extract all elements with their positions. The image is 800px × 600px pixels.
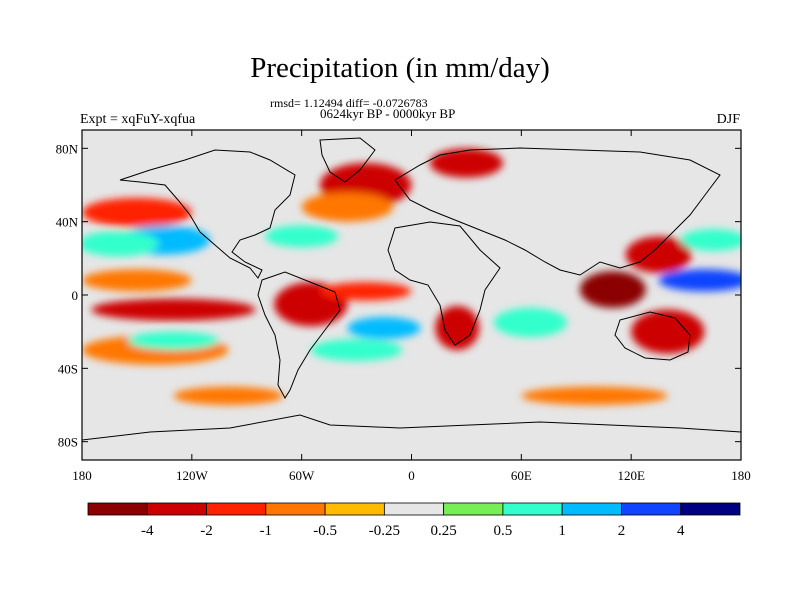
anomaly-southern-indian-orange [521,386,668,406]
anomaly-west-pacific-blue [658,269,741,292]
anomaly-south-pacific-cyan [127,331,220,351]
anomaly-south-atlantic-blue [347,317,421,339]
colorbar-label: -0.5 [313,523,337,539]
lon-tick-label: 60W [289,468,315,483]
colorbar-label: -1 [260,523,273,539]
anomaly-australia-red [631,309,705,354]
south-america-coastline [257,271,341,399]
colorbar-swatch [87,502,148,516]
experiment-label: Expt = xqFuY-xqfua [80,112,196,127]
anomaly-south-atlantic-cyan [310,339,403,361]
colorbar-label: -4 [141,523,154,539]
lat-tick-label: 40N [56,215,79,230]
colorbar-swatch [383,502,445,516]
anomaly-tropical-pacific-orange [82,269,192,292]
colorbar-swatch [146,502,207,516]
anomaly-atlantic-itcz-red [319,282,412,301]
lon-tick-label: 0 [408,468,415,483]
season-label: DJF [716,112,740,127]
lon-tick-label: 180 [731,468,751,483]
north-america-coastline [119,149,296,279]
lon-tick-label: 60E [511,468,532,483]
colorbar-swatch [621,502,682,516]
anomaly-indian-ocean-cyan [493,307,568,338]
greenland-coastline [319,137,376,183]
anomaly-maritime-continent-darkred [579,271,646,308]
colorbar-swatch [324,502,385,516]
colorbar-swatch [561,502,622,516]
anomaly-southern-africa-red [435,306,480,350]
lon-tick-label: 180 [72,468,92,483]
lat-tick-label: 0 [72,288,79,303]
colorbar-swatch [443,502,504,516]
africa-coastline [387,221,501,346]
colorbar-label: 0.5 [494,523,513,539]
colorbar-label: 2 [618,523,626,539]
colorbar-label: 1 [558,523,566,539]
colorbar-swatch [206,502,267,516]
anomaly-tropical-pacific-red [91,298,256,321]
colorbar-swatch [502,502,563,516]
anomaly-north-pacific-cyan [82,230,159,257]
colorbar-swatch [680,502,741,516]
lon-tick-label: 120E [617,468,645,483]
lat-tick-label: 80S [58,435,78,450]
anomaly-north-atlantic-orange [301,192,394,222]
colorbar-label: 4 [677,523,685,539]
eurasia-coastline [394,147,721,276]
colorbar-label: -2 [200,523,213,539]
plot-title: Precipitation (in mm/day) [250,52,550,84]
australia-coastline [614,311,691,361]
lat-tick-label: 80N [56,141,79,156]
colorbar-label: 0.25 [431,523,457,539]
anomaly-west-pacific-red [625,236,692,273]
anomaly-north-pacific-warm-band [82,197,192,228]
stats-line: rmsd= 1.12494 diff= -0.0726783 [270,96,428,110]
anomaly-southern-ocean-orange [173,386,284,406]
antarctica-coastline [82,414,741,441]
lat-tick-label: 40S [58,361,78,376]
colorbar-swatch [265,502,326,516]
colorbar-label: -0.25 [369,523,400,539]
anomaly-central-atlantic-blue [265,225,339,248]
lon-tick-label: 120W [176,468,209,483]
anomaly-eurasia-arctic-red [429,148,504,178]
period-line: 0624kyr BP - 0000kyr BP [320,106,456,121]
anomaly-west-pacific-cyan [680,229,741,251]
